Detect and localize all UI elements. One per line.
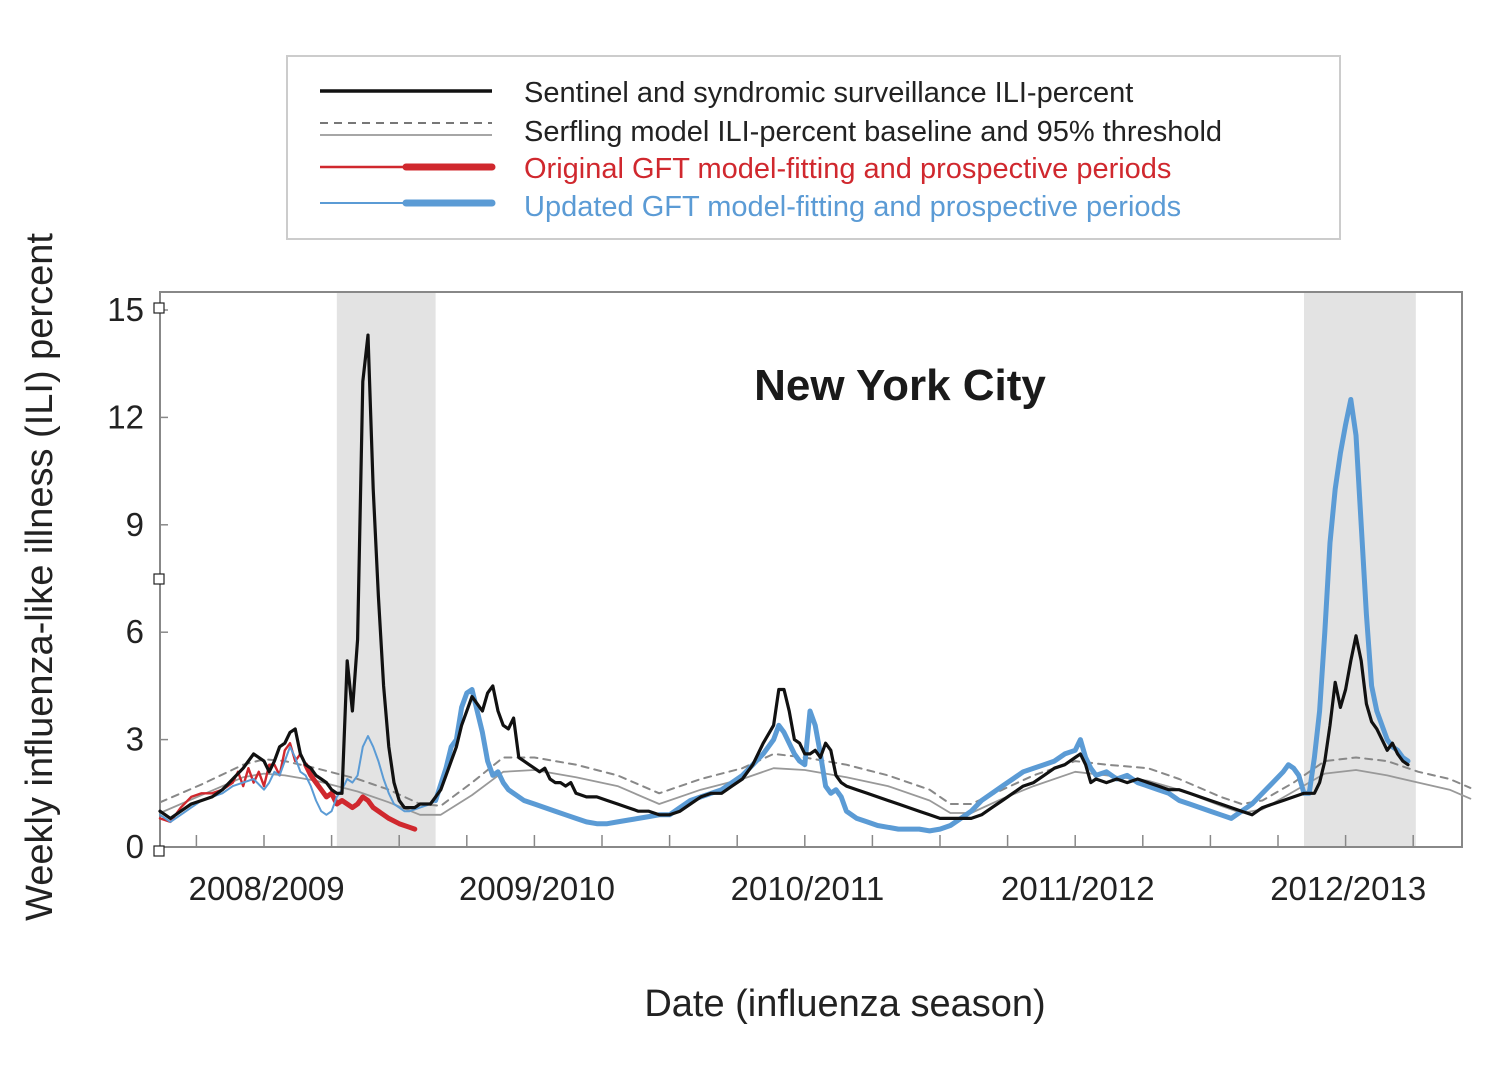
y-tick-label: 6 bbox=[126, 613, 144, 650]
y-tick-label: 3 bbox=[126, 721, 144, 758]
series-line-3 bbox=[158, 742, 307, 824]
y-tick-label: 9 bbox=[126, 506, 144, 543]
y-tick-label: 15 bbox=[107, 291, 144, 328]
selection-handle-middle[interactable] bbox=[153, 573, 165, 585]
series-line-1 bbox=[159, 752, 1472, 807]
legend-label-updated-gft: Updated GFT model-fitting and prospectiv… bbox=[524, 191, 1181, 223]
y-axis-title: Weekly influenza-like illness (ILI) perc… bbox=[19, 233, 61, 921]
legend-label-serfling: Serfling model ILI-percent baseline and … bbox=[524, 116, 1222, 148]
selection-handle-bottom[interactable] bbox=[153, 845, 165, 857]
legend: Sentinel and syndromic surveillance ILI-… bbox=[286, 55, 1341, 240]
x-season-label: 2012/2013 bbox=[1270, 870, 1426, 907]
y-tick-label: 12 bbox=[107, 398, 144, 435]
legend-box bbox=[286, 55, 1341, 240]
series-lines bbox=[158, 333, 1472, 834]
selection-handle-top[interactable] bbox=[153, 302, 165, 314]
legend-label-original-gft: Original GFT model-fitting and prospecti… bbox=[524, 153, 1171, 185]
x-season-label: 2008/2009 bbox=[189, 870, 345, 907]
series-line-6 bbox=[433, 397, 1411, 834]
series-line-5 bbox=[159, 735, 437, 823]
x-season-label: 2011/2012 bbox=[1001, 870, 1155, 907]
y-tick-label: 0 bbox=[126, 828, 144, 865]
x-season-label: 2009/2010 bbox=[459, 870, 615, 907]
chart-title: New York City bbox=[754, 361, 1046, 410]
y-axis-ticks: 0 3 6 9 12 15 bbox=[107, 291, 168, 865]
plot-frame bbox=[159, 291, 1463, 848]
shaded-period-0 bbox=[336, 293, 436, 847]
shaded-periods bbox=[336, 293, 1416, 847]
x-season-label: 2010/2011 bbox=[731, 870, 885, 907]
x-axis-title: Date (influenza season) bbox=[644, 983, 1045, 1025]
legend-label-sentinel: Sentinel and syndromic surveillance ILI-… bbox=[524, 77, 1133, 109]
series-line-4 bbox=[303, 762, 418, 832]
series-line-0 bbox=[158, 333, 1410, 820]
x-axis-ticks: 2008/2009 2009/2010 2010/2011 2011/2012 2012… bbox=[189, 835, 1426, 907]
